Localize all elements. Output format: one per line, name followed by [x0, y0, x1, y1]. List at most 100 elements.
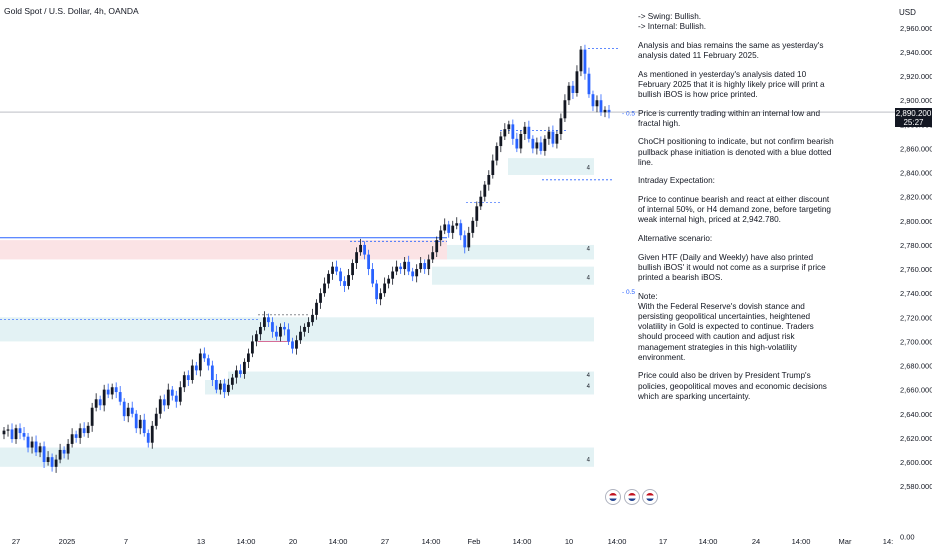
x-tick-label: 14:00	[513, 537, 532, 546]
candle-body	[218, 383, 222, 390]
candle-body	[507, 124, 511, 130]
candle-body	[166, 389, 170, 406]
y-tick-label: 2,600.000	[900, 458, 932, 467]
candle-body	[146, 433, 150, 443]
currency-label[interactable]: USD	[899, 8, 916, 17]
y-tick-label: 2,640.000	[900, 410, 932, 419]
candle-body	[463, 235, 467, 248]
candle-body	[303, 326, 306, 332]
x-tick-label: 27	[381, 537, 389, 546]
candle-body	[82, 428, 86, 434]
candle-body	[2, 430, 6, 435]
x-tick-label: 14:00	[422, 537, 441, 546]
candle-body	[567, 85, 571, 101]
candle-body	[315, 302, 318, 315]
y-tick-label: 2,860.000	[900, 144, 932, 153]
candle-body	[491, 160, 495, 175]
candle-body	[427, 259, 431, 270]
candle-body	[94, 399, 98, 408]
us-flag-icon[interactable]	[642, 489, 658, 505]
candle-body	[607, 109, 611, 113]
note-paragraph: Given HTF (Daily and Weekly) have also p…	[638, 252, 826, 282]
candle-body	[130, 407, 134, 414]
candle-body	[242, 361, 246, 374]
candle-body	[291, 341, 294, 349]
candle-body	[419, 263, 423, 270]
candle-body	[523, 126, 527, 134]
y-tick-label: 2,660.000	[900, 386, 932, 395]
candle-body	[535, 142, 539, 149]
candle-body	[134, 413, 138, 429]
candle-body	[182, 375, 186, 388]
x-tick-label: 14:	[883, 537, 893, 546]
candle-body	[391, 271, 395, 279]
x-tick-label: 14:00	[237, 537, 256, 546]
candle-body	[323, 283, 326, 294]
us-flag-icon[interactable]	[624, 489, 640, 505]
x-tick-label: 13	[197, 537, 205, 546]
candle-body	[347, 275, 350, 286]
candle-body	[271, 322, 274, 332]
candle-body	[471, 220, 475, 233]
candle-body	[455, 223, 459, 226]
candle-body	[170, 389, 174, 396]
y-tick-label: 2,820.000	[900, 193, 932, 202]
candle-body	[495, 146, 499, 161]
candle-body	[174, 395, 178, 402]
note-heading: Intraday Expectation:	[638, 176, 715, 186]
note-heading: Alternative scenario:	[638, 233, 713, 243]
y-tick-label: 2,580.000	[900, 482, 932, 491]
candle-body	[459, 223, 463, 236]
zone-label: 4	[587, 275, 591, 281]
demand-zone	[205, 380, 594, 395]
candle-body	[475, 206, 479, 221]
candle-body	[439, 230, 443, 241]
candle-body	[102, 389, 106, 406]
candle-body	[275, 331, 278, 337]
candle-body	[351, 263, 354, 276]
candle-body	[14, 428, 18, 440]
candle-body	[307, 322, 310, 327]
candle-body	[379, 293, 383, 300]
y-tick-label: 2,680.000	[900, 362, 932, 371]
x-tick-label: Mar	[839, 537, 852, 546]
candle-body	[355, 252, 358, 264]
candle-body	[114, 387, 118, 393]
demand-zone	[508, 158, 594, 175]
candle-body	[267, 317, 270, 323]
us-flag-icon[interactable]	[605, 489, 621, 505]
candle-body	[575, 71, 579, 93]
candle-body	[547, 131, 551, 139]
candle-body	[62, 449, 66, 454]
candle-body	[599, 100, 603, 113]
symbol-title: Gold Spot / U.S. Dollar, 4h, OANDA	[4, 6, 139, 16]
candle-body	[110, 387, 114, 395]
candle-body	[435, 240, 439, 253]
candle-body	[154, 413, 158, 426]
bar-countdown: 25:27	[903, 118, 924, 127]
x-tick-label: 10	[565, 537, 573, 546]
y-tick-label: 2,700.000	[900, 337, 932, 346]
candle-body	[162, 399, 166, 406]
x-tick-label: 2025	[59, 537, 76, 546]
candle-body	[70, 434, 74, 444]
demand-zone	[0, 447, 594, 467]
candle-body	[411, 271, 415, 277]
candle-body	[251, 341, 254, 354]
candle-body	[527, 126, 531, 139]
candle-body	[54, 459, 58, 467]
candle-body	[383, 283, 387, 294]
candle-body	[319, 293, 322, 303]
candle-body	[543, 138, 547, 151]
candle-body	[415, 269, 419, 277]
x-tick-label: 24	[752, 537, 760, 546]
candle-body	[519, 134, 523, 149]
y-tick-label: 2,920.000	[900, 72, 932, 81]
candle-body	[214, 380, 218, 390]
candle-body	[327, 273, 330, 284]
candle-body	[503, 129, 507, 137]
x-tick-label: 14:00	[608, 537, 627, 546]
supply-zone	[0, 240, 447, 260]
